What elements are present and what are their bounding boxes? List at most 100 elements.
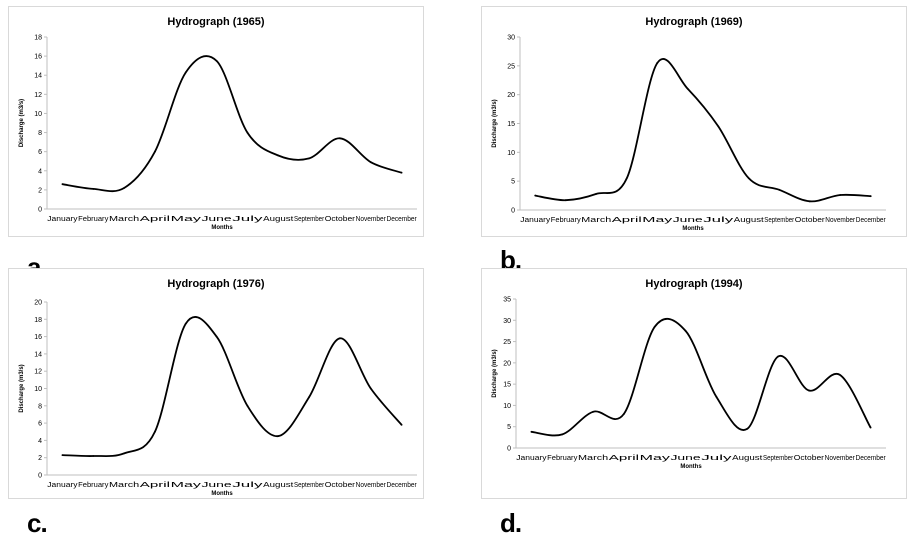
- data-point-c: [369, 387, 372, 390]
- y-tick-label-b: 20: [507, 92, 515, 99]
- x-axis-label-b: Months: [682, 226, 704, 232]
- y-tick-label-a: 2: [38, 187, 42, 194]
- data-point-b: [595, 192, 598, 195]
- x-tick-label-b: September: [764, 217, 794, 224]
- x-tick-label-b: July: [703, 217, 734, 224]
- x-tick-label-d: November: [825, 455, 856, 462]
- y-tick-label-b: 5: [511, 179, 515, 186]
- data-point-a: [154, 150, 156, 153]
- data-point-a: [92, 188, 95, 190]
- data-point-d: [808, 389, 810, 392]
- data-point-a: [308, 157, 310, 160]
- x-tick-label-d: July: [701, 455, 732, 462]
- y-tick-label-b: 30: [507, 35, 515, 42]
- y-tick-label-d: 35: [503, 297, 511, 304]
- data-point-c: [215, 335, 218, 338]
- chart-svg-d: Hydrograph (1994) 0 5 10 15 20 25 30 35 January Fe…: [492, 278, 886, 470]
- y-tick-label-a: 16: [34, 54, 42, 61]
- y-tick-label-d: 10: [503, 403, 511, 410]
- x-tick-label-c: November: [356, 482, 387, 489]
- x-tick-label-d: October: [794, 455, 825, 462]
- data-point-c: [154, 430, 156, 433]
- series-line-d: [531, 317, 872, 437]
- x-tick-label-b: August: [734, 217, 764, 224]
- data-point-b: [747, 177, 750, 180]
- x-tick-label-b: March: [581, 217, 611, 224]
- y-tick-label-c: 14: [34, 351, 42, 358]
- x-tick-label-a: December: [386, 216, 417, 223]
- x-tick-label-a: April: [140, 216, 171, 223]
- data-point-d: [746, 427, 749, 430]
- data-point-b: [656, 62, 659, 64]
- y-axis-label-b: Discharge (m3/s): [492, 99, 498, 147]
- data-point-c: [246, 404, 249, 407]
- y-tick-label-c: 16: [34, 334, 42, 341]
- x-tick-label-b: December: [856, 217, 887, 224]
- data-point-a: [246, 131, 249, 134]
- data-point-c: [308, 396, 310, 399]
- x-tick-label-a: October: [325, 216, 356, 223]
- x-axis-label-a: Months: [211, 225, 233, 231]
- chart-svg-c: Hydrograph (1976) 0 2 4 6 8 10 12 14 16 18 20 Januar…: [19, 278, 417, 497]
- data-point-d: [777, 355, 779, 358]
- chart-title-b: Hydrograph (1969): [645, 16, 743, 28]
- data-point-b: [534, 194, 537, 197]
- x-tick-label-b: November: [825, 217, 856, 224]
- data-point-a: [61, 183, 64, 186]
- data-point-c: [123, 452, 125, 455]
- x-tick-label-c: September: [294, 482, 325, 489]
- x-tick-label-d: May: [640, 455, 671, 462]
- y-tick-label-a: 4: [38, 168, 42, 175]
- y-tick-label-d: 15: [503, 382, 511, 389]
- series-line-b: [535, 58, 871, 203]
- y-tick-label-a: 12: [34, 92, 42, 99]
- data-point-b: [686, 88, 689, 90]
- data-point-d: [592, 410, 594, 413]
- x-tick-label-c: January: [47, 482, 78, 489]
- y-axis-label-d: Discharge (m3/s): [492, 349, 498, 397]
- y-tick-label-d: 30: [503, 318, 511, 325]
- x-tick-label-d: February: [547, 455, 578, 462]
- chart-panel-c: Hydrograph (1976) 0 2 4 6 8 10 12 14 16 18 20 Januar…: [8, 268, 424, 499]
- x-tick-label-d: March: [578, 455, 608, 462]
- data-point-b: [808, 200, 811, 203]
- y-tick-label-a: 18: [34, 35, 42, 42]
- x-tick-label-c: December: [386, 482, 417, 489]
- data-point-b: [869, 195, 872, 198]
- data-point-b: [717, 125, 720, 128]
- y-tick-label-b: 10: [507, 150, 515, 157]
- x-tick-label-c: March: [109, 482, 139, 489]
- x-axis-label-c: Months: [211, 491, 233, 497]
- y-tick-label-a: 10: [34, 111, 42, 118]
- x-tick-label-b: January: [520, 217, 550, 224]
- x-tick-label-c: May: [171, 482, 202, 489]
- x-tick-label-a: November: [356, 216, 387, 223]
- y-tick-label-c: 0: [38, 473, 42, 480]
- data-point-d: [561, 433, 564, 436]
- series-line-c: [62, 316, 403, 458]
- panel-label-c: c.: [27, 508, 48, 538]
- data-point-c: [92, 455, 95, 457]
- x-tick-label-b: February: [551, 217, 581, 224]
- x-tick-label-c: June: [201, 482, 231, 489]
- data-point-b: [625, 177, 628, 180]
- data-point-c: [339, 337, 341, 340]
- x-tick-label-a: March: [109, 216, 139, 223]
- data-point-b: [564, 199, 567, 202]
- y-tick-label-d: 20: [503, 360, 511, 367]
- chart-svg-b: Hydrograph (1969) 0 5 10 15 20 25 30 January Febr…: [492, 16, 887, 232]
- data-point-a: [369, 161, 372, 164]
- x-tick-label-d: August: [732, 455, 762, 462]
- y-tick-label-c: 6: [38, 421, 42, 428]
- data-point-d: [838, 373, 841, 376]
- data-point-a: [215, 59, 218, 62]
- x-tick-label-b: June: [673, 217, 703, 224]
- x-tick-label-a: June: [201, 216, 231, 223]
- x-axis-label-d: Months: [680, 464, 702, 470]
- y-tick-label-c: 8: [38, 403, 42, 410]
- chart-svg-a: Hydrograph (1965) 0 2 4 6 8 10 12 14 16 18 January F…: [19, 16, 417, 231]
- y-tick-label-b: 0: [511, 208, 515, 215]
- y-tick-label-a: 6: [38, 149, 42, 156]
- data-point-d: [869, 426, 872, 429]
- x-tick-label-d: April: [609, 455, 640, 462]
